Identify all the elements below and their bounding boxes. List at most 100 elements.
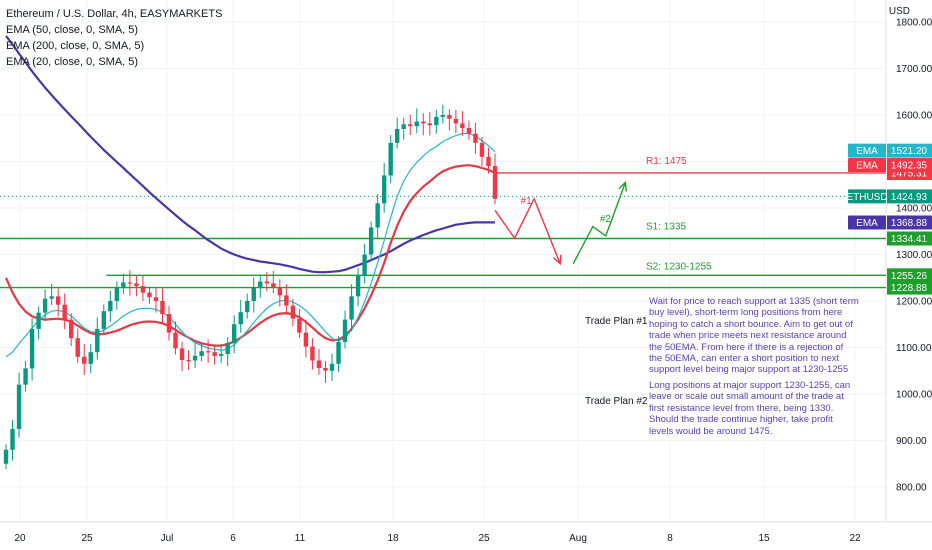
- candle-body: [140, 286, 146, 293]
- candle-body: [3, 449, 9, 464]
- candle-body: [173, 332, 178, 349]
- x-tick-label: Aug: [569, 533, 587, 544]
- ema-50-tag-label-box: [848, 158, 886, 173]
- candle-body: [492, 166, 498, 199]
- x-tick-label: 20: [14, 533, 26, 544]
- candle-body: [303, 332, 309, 347]
- candle-body: [121, 282, 126, 288]
- candle-body: [473, 133, 478, 143]
- level-tag-r1-value: 1475.31: [891, 168, 928, 179]
- ema-200-tag-label: EMA: [856, 218, 878, 229]
- ethusd-tag-box: [887, 189, 932, 204]
- ema-200-tag-box: [887, 215, 932, 230]
- candle-body: [16, 384, 22, 429]
- x-tick-label: 8: [667, 533, 673, 544]
- candle-body: [23, 368, 28, 385]
- candle-body: [460, 123, 465, 129]
- candle-body: [349, 296, 354, 320]
- candle-body: [368, 227, 374, 255]
- ema-20-tag-value: 1521.20: [891, 146, 928, 157]
- candle-body: [95, 328, 100, 353]
- candle-body: [42, 298, 48, 313]
- y-tick-label: 800.00: [896, 483, 927, 494]
- x-tick-label: Jul: [161, 533, 174, 544]
- level-tag-s2a-box: [887, 268, 932, 283]
- y-tick-label: 1200.00: [896, 297, 932, 308]
- candle-body: [395, 128, 400, 143]
- ema-50-tag-label: EMA: [856, 161, 878, 172]
- candle-body: [69, 319, 74, 339]
- candle-body: [179, 348, 185, 361]
- projection-arrowhead-2: [618, 180, 627, 192]
- y-tick-label: 900.00: [896, 436, 927, 447]
- candle-body: [114, 287, 120, 301]
- currency-label: USD: [888, 6, 910, 17]
- candle-body: [297, 318, 302, 333]
- candle-body: [362, 254, 367, 276]
- candle-body: [192, 355, 198, 361]
- candle-body: [62, 304, 67, 320]
- y-tick-label: 1000.00: [896, 390, 932, 401]
- legend-ema-50[interactable]: EMA (50, close, 0, SMA, 5): [6, 24, 139, 36]
- candle-body: [381, 175, 387, 204]
- ethusd-tag-label: ETHUSD: [846, 192, 887, 203]
- projection-label-2: #2: [600, 214, 612, 225]
- level-tag-s1-value: 1334.41: [891, 234, 928, 245]
- candle-body: [101, 311, 106, 329]
- trade-plan-2-label: Trade Plan #2: [585, 396, 648, 407]
- candle-body: [36, 312, 41, 329]
- level-tag-s1-box: [887, 231, 932, 246]
- candle-body: [440, 115, 446, 117]
- candle-body: [323, 367, 328, 371]
- ema-20-tag-box: [887, 143, 932, 158]
- symbol-title[interactable]: Ethereum / U.S. Dollar, 4h, EASYMARKETS: [6, 8, 223, 20]
- trade-plan-2-text: Long positions at major support 1230-125…: [649, 380, 851, 437]
- candle-body: [10, 428, 15, 450]
- candle-body: [75, 338, 80, 357]
- candle-body: [336, 341, 341, 364]
- candle-body: [127, 282, 133, 284]
- y-tick-label: 1300.00: [896, 250, 932, 261]
- x-tick-label: 25: [478, 533, 490, 544]
- candle-body: [49, 296, 54, 299]
- candle-body: [82, 356, 87, 364]
- candle-body: [218, 354, 224, 356]
- projection-arrowhead-1: [553, 254, 562, 266]
- candle-body: [329, 363, 335, 371]
- candle-body: [166, 314, 172, 333]
- plot-background: [0, 0, 886, 522]
- x-tick-label: 18: [387, 533, 399, 544]
- projection-path-1: [494, 196, 561, 265]
- ema-20-tag-label-box: [848, 143, 886, 158]
- candle-body: [401, 124, 406, 129]
- candle-body: [251, 287, 256, 301]
- candle-body: [186, 360, 191, 362]
- s1-label: S1: 1335: [646, 221, 686, 232]
- level-tag-s2b-box: [887, 280, 932, 295]
- trade-plan-1-text: Wait for price to reach support at 1335 …: [649, 296, 859, 376]
- candle-body: [153, 297, 159, 301]
- legend-ema-200[interactable]: EMA (200, close, 0, SMA, 5): [6, 40, 145, 52]
- candle-body: [479, 142, 485, 157]
- candle-body: [199, 351, 204, 356]
- candle-body: [434, 116, 439, 126]
- candle-body: [408, 124, 413, 127]
- s2-label: S2: 1230-1255: [646, 261, 712, 272]
- candle-body: [134, 283, 139, 287]
- ema-50-tag-value: 1492.35: [891, 161, 928, 172]
- y-tick-label: 1100.00: [896, 343, 932, 354]
- legend-ema-20[interactable]: EMA (20, close, 0, SMA, 5): [6, 56, 139, 68]
- candle-body: [421, 121, 426, 124]
- ema-20-line: [5, 133, 496, 358]
- ema-20-tag-label: EMA: [856, 146, 878, 157]
- r1-label: R1: 1475: [646, 156, 687, 167]
- candle-body: [225, 342, 230, 355]
- y-tick-label: 1400.00: [896, 204, 932, 215]
- x-tick-label: 22: [849, 533, 861, 544]
- y-tick-label: 1700.00: [896, 64, 932, 75]
- candle-body: [310, 346, 315, 361]
- ema-50-tag-box: [887, 158, 932, 173]
- candle-body: [245, 301, 250, 313]
